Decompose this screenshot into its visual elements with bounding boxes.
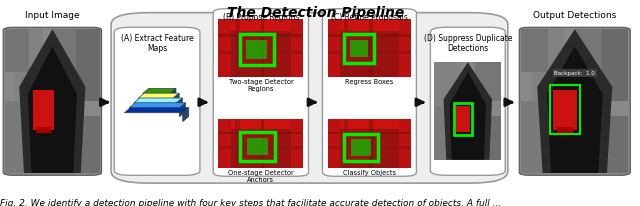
Text: (C) Refine Proposals: (C) Refine Proposals <box>331 13 408 22</box>
Text: The Detection Pipeline: The Detection Pipeline <box>227 6 404 20</box>
FancyBboxPatch shape <box>3 28 102 176</box>
Text: One-stage Detector
Anchors: One-stage Detector Anchors <box>228 170 294 183</box>
FancyBboxPatch shape <box>323 10 417 176</box>
FancyBboxPatch shape <box>519 28 630 176</box>
Text: Input Image: Input Image <box>25 11 79 20</box>
FancyBboxPatch shape <box>430 28 505 176</box>
Text: (D) Suppress Duplicate
Detections: (D) Suppress Duplicate Detections <box>424 34 512 53</box>
FancyBboxPatch shape <box>213 10 308 176</box>
Text: Classify Objects: Classify Objects <box>343 170 396 176</box>
Text: Fig. 2. We identify a detection pipeline with four key steps that facilitate acc: Fig. 2. We identify a detection pipeline… <box>0 198 501 206</box>
FancyBboxPatch shape <box>111 14 508 183</box>
FancyBboxPatch shape <box>115 28 200 176</box>
Text: Regress Boxes: Regress Boxes <box>346 78 394 84</box>
Text: (B) Propose Regions: (B) Propose Regions <box>223 13 299 22</box>
Text: Output Detections: Output Detections <box>533 11 616 20</box>
Text: Two-stage Detector
Regions: Two-stage Detector Regions <box>228 78 293 91</box>
Text: (A) Extract Feature
Maps: (A) Extract Feature Maps <box>121 34 193 53</box>
